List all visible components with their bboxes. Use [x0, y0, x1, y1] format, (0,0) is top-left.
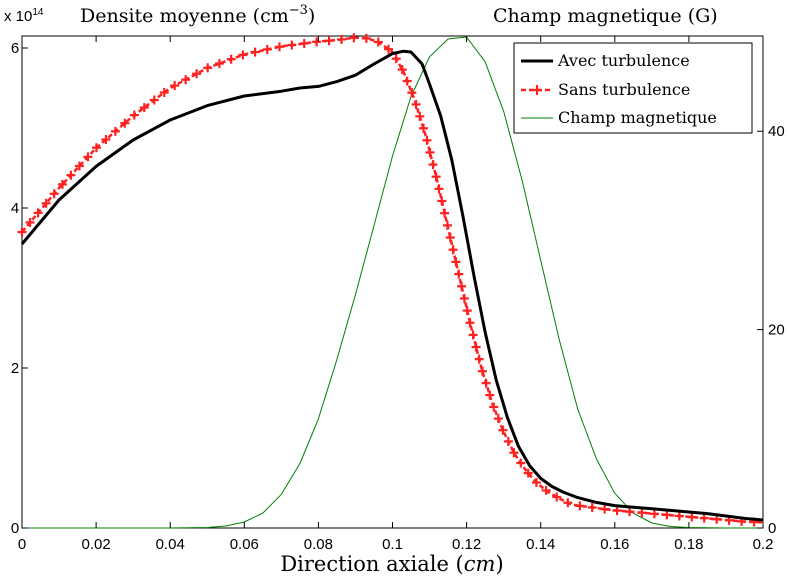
- left-axis-title-exp: −3: [289, 3, 308, 18]
- series-line-avec-turbulence: [20, 49, 764, 522]
- x-axis-title-suffix: ): [495, 552, 503, 576]
- x-tick-label: 0.04: [156, 536, 185, 553]
- legend-label-avec-turbulence: Avec turbulence: [557, 51, 690, 70]
- x-tick-label: 0.06: [230, 536, 259, 553]
- x-tick-label: 0.02: [81, 536, 110, 553]
- y-right-tick-label: 40: [768, 123, 785, 140]
- y-left-tick-label: 0: [11, 520, 19, 537]
- x-tick-label: 0.1: [382, 536, 403, 553]
- x-tick-label: 0.18: [674, 536, 703, 553]
- y-right-tick-label: 0: [768, 520, 776, 537]
- series-layer: [17, 33, 764, 529]
- y-left-scale-label: x 1014: [4, 7, 44, 25]
- legend-label-champ-magnetique: Champ magnetique: [558, 108, 717, 127]
- x-tick-label: 0.08: [304, 536, 333, 553]
- x-tick-label: 0.16: [600, 536, 629, 553]
- x-tick-label: 0.12: [452, 536, 481, 553]
- x-tick-label: 0.2: [753, 536, 774, 553]
- y-left-tick-label: 2: [11, 360, 19, 377]
- left-axis-title-text: Densite moyenne (cm: [80, 5, 289, 27]
- y-left-scale-base: x 10: [4, 8, 32, 25]
- legend-marker-sans-turbulence: [532, 85, 542, 95]
- x-tick-label: 0: [18, 536, 26, 553]
- y-left-scale-exp: 14: [32, 7, 44, 18]
- ticks-layer: 0 0.02 0.04 0.06 0.08 0.1 0.12 0.14 0.16 0.18 0.20…: [11, 36, 785, 553]
- legend: Avec turbulence Sans turbulence Champ ma…: [513, 42, 753, 134]
- y-left-tick-label: 4: [11, 200, 19, 217]
- y-right-tick-label: 20: [768, 322, 785, 339]
- left-axis-title: Densite moyenne (cm−3): [80, 3, 315, 27]
- x-tick-label: 0.14: [526, 536, 555, 553]
- x-axis-title-prefix: Direction axiale (: [280, 552, 463, 576]
- legend-label-sans-turbulence: Sans turbulence: [558, 80, 690, 99]
- legend-box: [513, 42, 753, 134]
- y-left-tick-label: 6: [11, 40, 19, 57]
- x-axis-title-unit: cm: [464, 552, 496, 576]
- right-axis-title: Champ magnetique (G): [493, 5, 718, 27]
- left-axis-title-close: ): [308, 5, 315, 27]
- series-markers-sans-turbulence: [17, 33, 759, 527]
- x-axis-title: Direction axiale (cm): [280, 552, 503, 576]
